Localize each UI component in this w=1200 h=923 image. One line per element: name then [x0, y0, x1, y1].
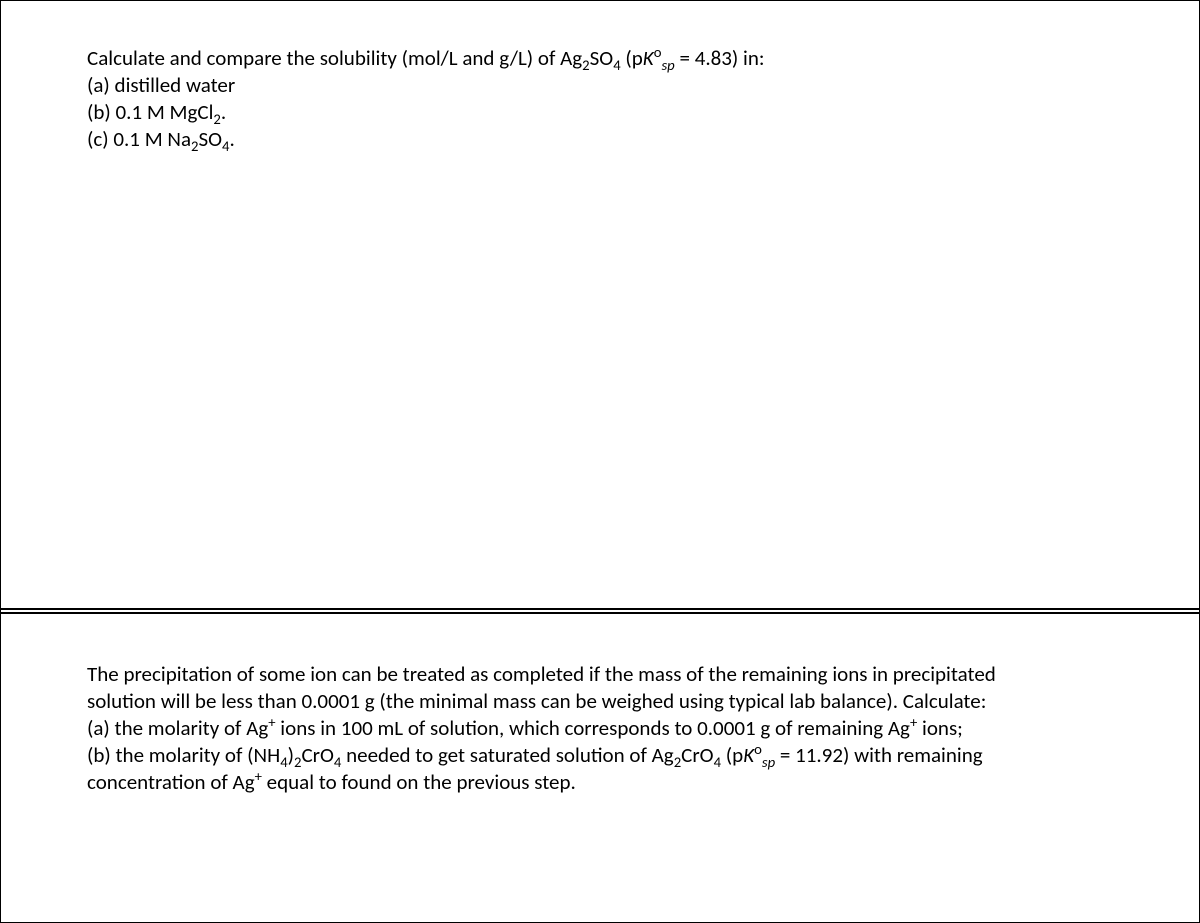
- text: CrO: [681, 742, 713, 768]
- q2-line1: The precipitation of some ion can be tre…: [87, 661, 1113, 688]
- sup: +: [268, 713, 275, 731]
- q2-part-a: (a) the molarity of Ag+ ions in 100 mL o…: [87, 715, 1113, 742]
- question-1: Calculate and compare the solubility (mo…: [87, 45, 1113, 153]
- sup: o: [754, 740, 762, 758]
- text: Calculate and compare the solubility (mo…: [87, 45, 582, 71]
- text: (c) 0.1 M Na: [87, 126, 191, 152]
- q1-part-b: (b) 0.1 M MgCl2.: [87, 99, 1113, 126]
- sub: 4: [613, 56, 620, 74]
- text: (b) 0.1 M MgCl: [87, 99, 213, 125]
- text: SO: [590, 45, 614, 71]
- text: .: [221, 99, 226, 125]
- sub: 4: [714, 753, 721, 771]
- document-page: Calculate and compare the solubility (mo…: [0, 0, 1200, 923]
- text: CrO: [301, 742, 333, 768]
- text: (p: [621, 45, 643, 71]
- q1-prompt: Calculate and compare the solubility (mo…: [87, 45, 1113, 72]
- ital: K: [743, 742, 754, 768]
- text: .: [229, 126, 234, 152]
- text: (b) the molarity of (NH: [87, 742, 280, 768]
- sub: 2: [582, 56, 589, 74]
- divider-line: [1, 608, 1199, 610]
- sup: +: [255, 767, 262, 785]
- text: ions in 100 mL of solution, which corres…: [276, 715, 910, 741]
- text: equal to found on the previous step.: [262, 769, 576, 795]
- text: (a) the molarity of Ag: [87, 715, 268, 741]
- text: = 4.83) in:: [675, 45, 765, 71]
- q2-line5: concentration of Ag+ equal to found on t…: [87, 769, 1113, 796]
- q2-part-b: (b) the molarity of (NH4)2CrO4 needed to…: [87, 742, 1113, 769]
- text: concentration of Ag: [87, 769, 255, 795]
- text: needed to get saturated solution of Ag: [341, 742, 673, 768]
- sub: sp: [661, 56, 674, 74]
- text: ions;: [917, 715, 963, 741]
- ital: K: [643, 45, 654, 71]
- q1-part-a: (a) distilled water: [87, 72, 1113, 99]
- text: (p: [721, 742, 743, 768]
- text: = 11.92) with remaining: [775, 742, 983, 768]
- q1-part-c: (c) 0.1 M Na2SO4.: [87, 126, 1113, 153]
- q2-line2: solution will be less than 0.0001 g (the…: [87, 688, 1113, 715]
- sub: sp: [762, 753, 775, 771]
- divider-line: [1, 612, 1199, 614]
- question-2: The precipitation of some ion can be tre…: [87, 661, 1113, 795]
- text: SO: [198, 126, 222, 152]
